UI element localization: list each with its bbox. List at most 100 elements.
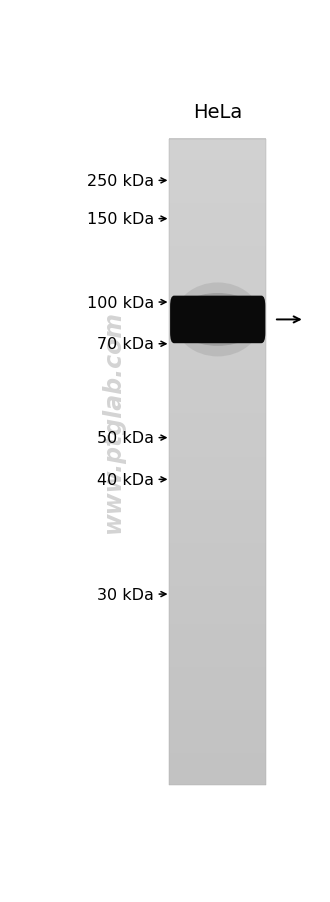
Bar	[169, 451, 266, 457]
Bar	[169, 140, 266, 786]
Bar	[169, 483, 266, 490]
Bar	[169, 225, 266, 231]
Bar	[169, 413, 266, 419]
Bar	[169, 489, 266, 495]
Bar	[169, 585, 266, 592]
Bar	[169, 344, 266, 349]
Bar	[169, 640, 266, 646]
Bar	[169, 629, 266, 635]
Bar	[169, 306, 266, 312]
Bar	[169, 295, 266, 301]
Bar	[169, 532, 266, 538]
Bar	[169, 548, 266, 554]
Bar	[169, 704, 266, 710]
Bar	[169, 424, 266, 430]
Bar	[169, 521, 266, 527]
Bar	[169, 214, 266, 220]
Bar	[169, 558, 266, 565]
Bar	[169, 698, 266, 704]
Bar	[169, 569, 266, 575]
Bar	[169, 317, 266, 323]
Bar	[169, 375, 266, 382]
Bar	[169, 257, 266, 263]
Bar	[169, 208, 266, 215]
Bar	[169, 714, 266, 721]
Bar	[169, 311, 266, 318]
Text: 150 kDa: 150 kDa	[86, 212, 154, 227]
Text: www.ptglab.com: www.ptglab.com	[101, 309, 125, 532]
Bar	[169, 505, 266, 511]
Bar	[169, 193, 266, 198]
Bar	[169, 462, 266, 468]
Bar	[169, 500, 266, 505]
Bar	[169, 203, 266, 209]
Bar	[169, 268, 266, 274]
Bar	[169, 537, 266, 543]
Bar	[169, 338, 266, 344]
Bar	[169, 182, 266, 188]
Bar	[169, 386, 266, 392]
Bar	[169, 527, 266, 532]
Bar	[169, 273, 266, 280]
Bar	[169, 736, 266, 742]
Bar	[169, 591, 266, 597]
Bar	[169, 230, 266, 236]
Bar	[169, 198, 266, 204]
Bar	[169, 672, 266, 677]
Bar	[169, 645, 266, 651]
Bar	[169, 656, 266, 661]
Bar	[169, 219, 266, 226]
Bar	[169, 354, 266, 360]
Bar	[169, 456, 266, 463]
Bar	[169, 612, 266, 619]
Text: 50 kDa: 50 kDa	[97, 430, 154, 446]
FancyBboxPatch shape	[170, 297, 265, 344]
Bar	[169, 402, 266, 409]
Bar	[169, 758, 266, 764]
Bar	[169, 694, 266, 699]
Bar	[169, 725, 266, 732]
Text: 70 kDa: 70 kDa	[97, 336, 154, 352]
Bar	[169, 667, 266, 672]
Bar	[169, 741, 266, 748]
Text: 30 kDa: 30 kDa	[97, 587, 154, 602]
Bar	[169, 602, 266, 608]
Bar	[169, 580, 266, 586]
Bar	[169, 553, 266, 559]
Bar	[169, 478, 266, 484]
Bar	[169, 494, 266, 500]
Bar	[169, 166, 266, 171]
Bar	[169, 252, 266, 258]
Bar	[169, 322, 266, 328]
Bar	[169, 235, 266, 242]
Bar	[169, 607, 266, 613]
Bar	[169, 752, 266, 759]
Bar	[169, 155, 266, 161]
Bar	[169, 575, 266, 581]
Bar	[169, 709, 266, 715]
Bar	[169, 440, 266, 446]
Bar	[169, 446, 266, 452]
Bar	[169, 419, 266, 425]
Bar	[169, 333, 266, 338]
Bar	[169, 327, 266, 333]
Bar	[169, 774, 266, 780]
Bar	[169, 623, 266, 630]
Bar	[169, 467, 266, 474]
Bar	[169, 408, 266, 414]
Text: 40 kDa: 40 kDa	[97, 473, 154, 487]
Bar	[169, 634, 266, 640]
Bar	[169, 429, 266, 436]
Bar	[169, 747, 266, 753]
Bar	[169, 683, 266, 688]
Bar	[169, 397, 266, 403]
Bar	[169, 349, 266, 354]
Bar	[169, 650, 266, 657]
Bar	[169, 542, 266, 548]
Bar	[169, 381, 266, 387]
Bar	[169, 161, 266, 166]
Ellipse shape	[174, 283, 261, 357]
Text: 100 kDa: 100 kDa	[86, 295, 154, 310]
Bar	[169, 473, 266, 479]
Bar	[169, 763, 266, 769]
